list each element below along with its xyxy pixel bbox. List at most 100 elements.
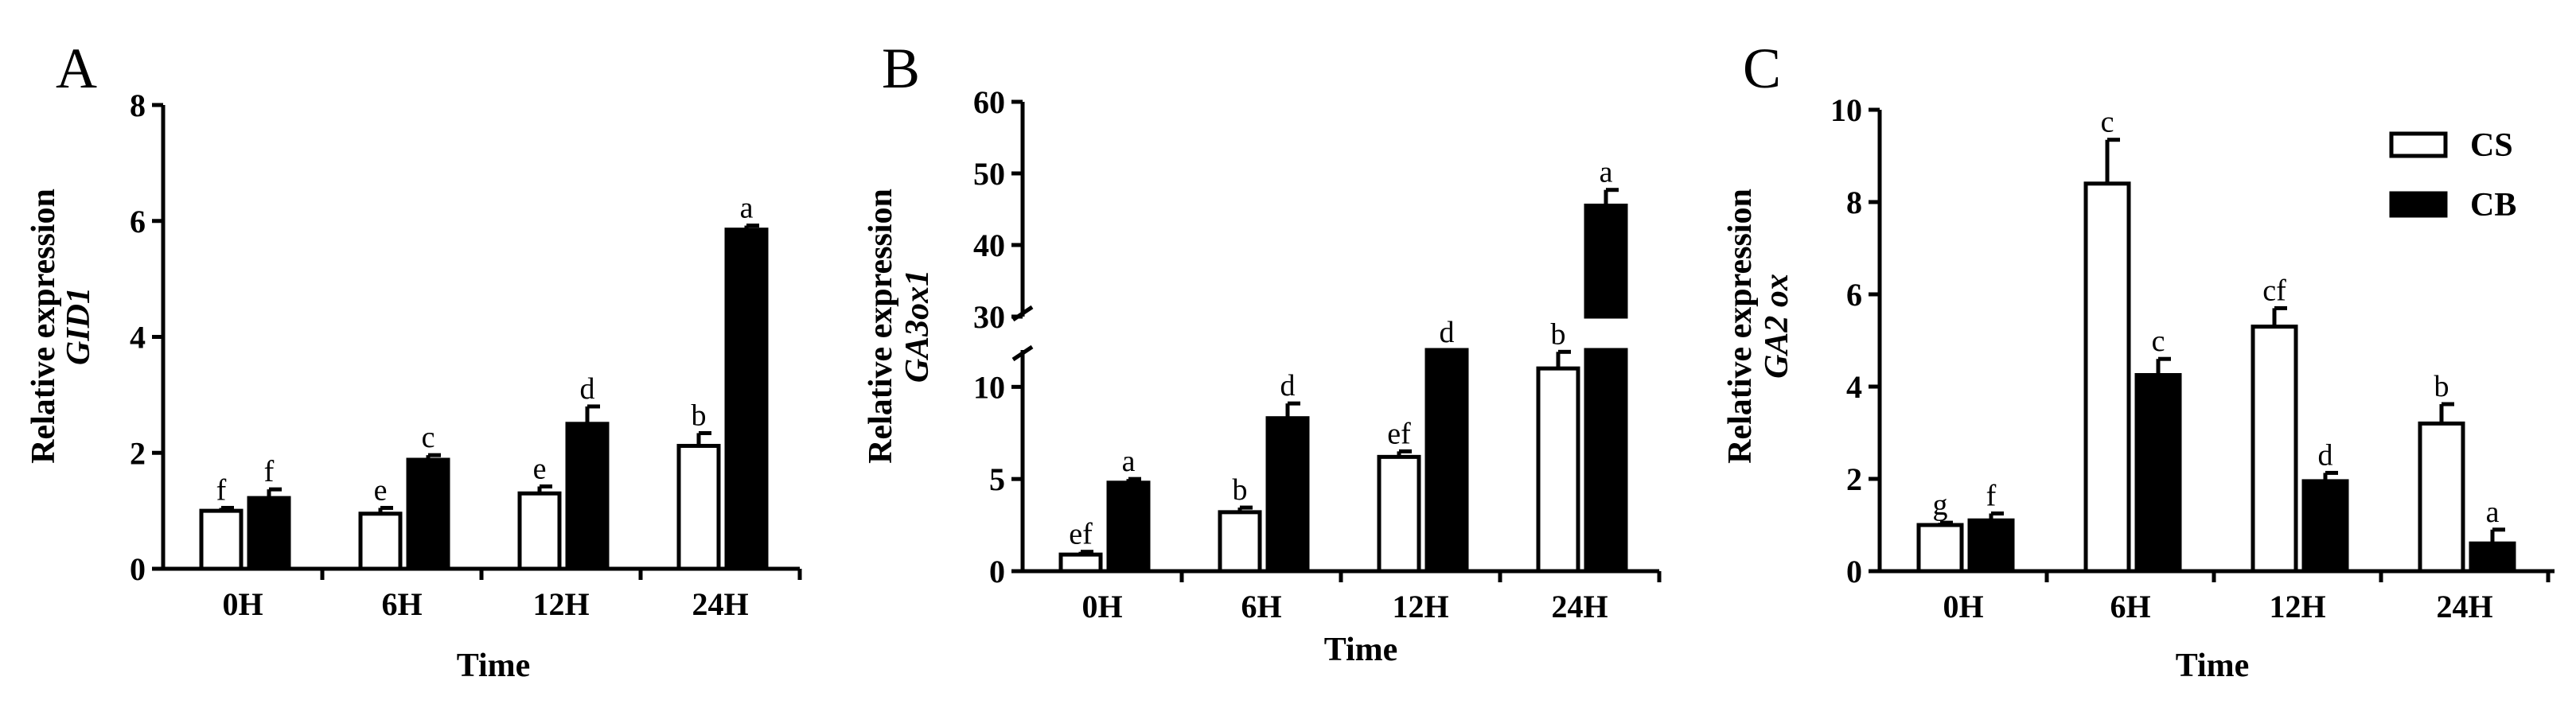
panel-c-xlabel: Time [2176,648,2250,684]
panel-b-bar-cs-6H [1218,510,1262,574]
panel-b-bar-cs-24H [1536,366,1580,574]
panel-a-bar-cs-12H [517,491,562,571]
panel-c-bar-cs-0H [1916,523,1964,574]
panel-b: B Relative expression GA3ox1 Time 0 5 10 30… [863,37,1662,668]
panel-a-bar-cb-24H [724,228,769,571]
panel-c-bar-cb-6H [2134,373,2182,574]
panel-b-y-tick-label: 10 [973,369,1005,405]
panel-c-sig-letter-cb-0H: f [1986,480,1997,513]
panel-c-x-tick-label: 24H [2436,589,2492,624]
panel-b-sig-letter-cs-24H: b [1551,317,1566,351]
panel-c-y-tick-label: 10 [1830,92,1862,128]
panel-letter-b: B [882,37,920,100]
panel-b-y-tick-label: 50 [973,156,1005,192]
panel-a-bar-cb-12H [565,422,610,571]
panel-b-sig-letter-cs-6H: b [1233,473,1248,507]
panel-b-bar-cs-12H [1377,454,1421,574]
panel-b-sig-letter-cb-12H: d [1440,316,1455,349]
legend-label-cb: CB [2470,187,2516,224]
panel-a-xlabel: Time [457,648,531,684]
panel-letter-a: A [56,37,97,100]
panel-a-sig-letter-cb-6H: c [422,421,435,454]
panel-b-sig-letter-cb-0H: a [1122,445,1136,478]
panel-a-x-tick-label: 24H [692,586,748,622]
panel-a-sig-letter-cb-24H: a [740,192,754,225]
panel-b-x-tick-label: 12H [1392,589,1448,624]
panel-a-sig-letter-cs-24H: b [692,399,707,432]
panel-c-sig-letter-cb-12H: d [2318,438,2333,472]
legend: CS CB [2389,127,2516,224]
panel-b-sig-letter-cs-12H: ef [1387,417,1411,450]
panel-a: A Relative expression GID1 Time 0 2 4 6 8 0H f… [25,37,802,684]
panel-a-x-tick-label: 0H [222,586,263,622]
panel-b-y-tick-label: 0 [989,554,1005,589]
panel-b-x-tick-label: 24H [1551,589,1608,624]
panel-a-bar-cs-6H [358,511,403,571]
panel-b-ylabel: Relative expression [863,189,899,464]
panel-c-x-tick-label: 0H [1943,589,1983,624]
panel-b-bar-cb-6H [1265,416,1310,574]
panel-c-y-tick-label: 4 [1846,369,1862,405]
panel-a-y-tick-label: 8 [130,88,146,123]
panel-c-bar-cs-12H [2251,325,2298,574]
panel-a-bar-cs-0H [199,508,244,571]
panel-b-bar-cb-24H-upper [1584,204,1628,319]
panel-b-bar-cb-0H [1106,480,1151,574]
panel-c-y-tick-label: 6 [1846,277,1862,313]
panel-a-x-tick-label: 6H [381,586,422,622]
panel-c-gene-label: GA2 ox [1759,274,1795,379]
panel-c: C Relative expression GA2 ox Time 0 2 4 6 8 1… [1722,37,2555,684]
panel-a-sig-letter-cb-0H: f [264,455,275,488]
panel-c-ylabel: Relative expression [1722,189,1759,464]
panel-b-axis-break-mark-lower [1011,344,1034,362]
panel-a-y-tick-label: 6 [130,204,146,239]
panel-c-bar-cb-0H [1967,518,2015,574]
panel-b-y-tick-label: 30 [973,299,1005,335]
legend-item-cb: CB [2389,187,2516,224]
panel-b-bar-cb-24H [1584,348,1628,574]
legend-label-cs: CS [2470,127,2513,164]
legend-item-cs: CS [2389,127,2513,164]
panel-c-x-tick-label: 6H [2110,589,2150,624]
panel-c-plot: 0 2 4 6 8 10 0H g f 6H c c 12H cf d 24H b a [1830,92,2555,624]
panel-b-plot: 0 5 10 30 40 50 60 0H ef a 6H b d 12H ef d 24H b a [973,84,1662,624]
legend-swatch-cb [2389,191,2448,218]
panel-b-bar-cs-0H [1058,552,1103,574]
panel-c-bar-cs-24H [2418,421,2465,574]
panel-a-y-tick-label: 0 [130,551,146,587]
panel-c-bar-cb-12H [2301,479,2349,574]
panel-c-bar-cb-24H [2469,541,2516,574]
panel-a-bar-cs-24H [676,444,721,571]
panel-a-sig-letter-cs-6H: e [374,473,388,507]
panel-c-bar-cs-6H [2083,181,2131,574]
panel-a-sig-letter-cs-12H: e [533,453,547,486]
panel-letter-c: C [1743,37,1781,100]
panel-b-y-tick-label: 60 [973,84,1005,120]
panel-a-bar-cb-6H [406,457,450,571]
panel-c-sig-letter-cs-0H: g [1933,488,1948,522]
panel-b-y-tick-label: 5 [989,461,1005,497]
panel-a-ylabel: Relative expression [25,189,62,464]
panel-c-sig-letter-cb-24H: a [2486,496,2500,529]
panel-a-y-tick-label: 2 [130,435,146,471]
panel-b-sig-letter-cb-6H: d [1280,369,1296,403]
panel-a-gene-label: GID1 [60,287,97,365]
legend-swatch-cs [2389,131,2448,158]
panel-b-sig-letter-cs-0H: ef [1069,518,1093,551]
panel-b-x-tick-label: 0H [1081,589,1122,624]
panel-c-sig-letter-cb-6H: c [2152,325,2165,358]
panel-c-sig-letter-cs-24H: b [2434,370,2449,403]
panel-c-sig-letter-cs-12H: cf [2262,274,2286,307]
panel-b-y-tick-label: 40 [973,228,1005,263]
panel-b-xlabel: Time [1324,632,1398,668]
panel-c-x-tick-label: 12H [2269,589,2325,624]
panel-a-plot: 0 2 4 6 8 0H f f 6H e c 12H e d 24H b a [130,88,802,622]
panel-a-sig-letter-cb-12H: d [580,372,595,406]
panel-b-bar-cb-12H [1424,348,1469,574]
panel-c-y-tick-label: 8 [1846,185,1862,220]
panel-c-sig-letter-cs-6H: c [2101,106,2114,139]
panel-b-gene-label: GA3ox1 [899,270,936,383]
panel-a-x-tick-label: 12H [532,586,589,622]
panel-a-sig-letter-cs-0H: f [216,473,227,507]
